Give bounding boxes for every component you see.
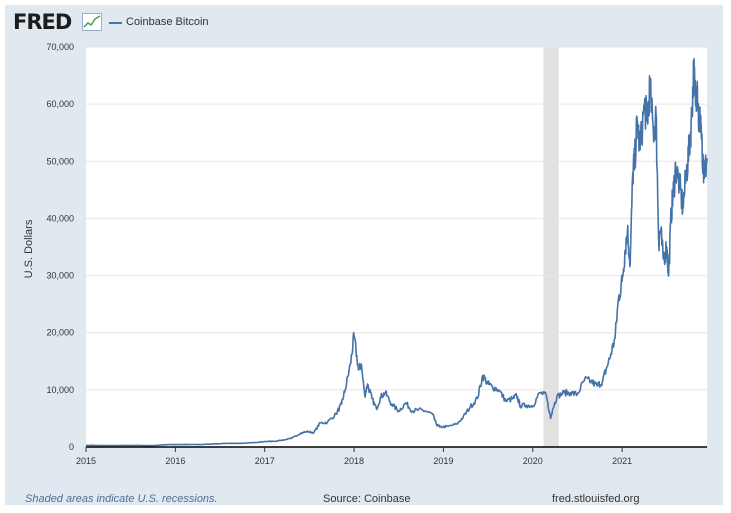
y-tick-label: 30,000: [46, 271, 74, 281]
recession-note: Shaded areas indicate U.S. recessions.: [25, 493, 218, 505]
legend-swatch: [109, 22, 122, 24]
fred-logo[interactable]: FRED: [13, 10, 72, 34]
x-tick-label: 2015: [76, 456, 96, 466]
recession-band: [543, 47, 559, 447]
source-label: Source: Coinbase: [323, 493, 411, 505]
series-line-coinbase-bitcoin: [85, 57, 708, 447]
y-tick-label: 60,000: [46, 99, 74, 109]
x-tick-label: 2018: [344, 456, 364, 466]
x-tick-label: 2016: [165, 456, 185, 466]
plot-area: [86, 47, 707, 447]
y-axis-label: U.S. Dollars: [23, 219, 35, 279]
source-url-link[interactable]: fred.stlouisfed.org: [552, 493, 640, 505]
x-tick-label: 2017: [255, 456, 275, 466]
legend-label[interactable]: Coinbase Bitcoin: [126, 16, 209, 28]
y-tick-label: 20,000: [46, 328, 74, 338]
x-tick-label: 2021: [612, 456, 632, 466]
y-tick-label: 10,000: [46, 385, 74, 395]
y-tick-label: 40,000: [46, 213, 74, 223]
x-tick-label: 2019: [433, 456, 453, 466]
y-tick-label: 70,000: [46, 42, 74, 52]
y-tick-label: 50,000: [46, 156, 74, 166]
trend-chart-icon: [82, 13, 102, 31]
y-tick-label: 0: [69, 442, 74, 452]
x-tick-label: 2020: [523, 456, 543, 466]
